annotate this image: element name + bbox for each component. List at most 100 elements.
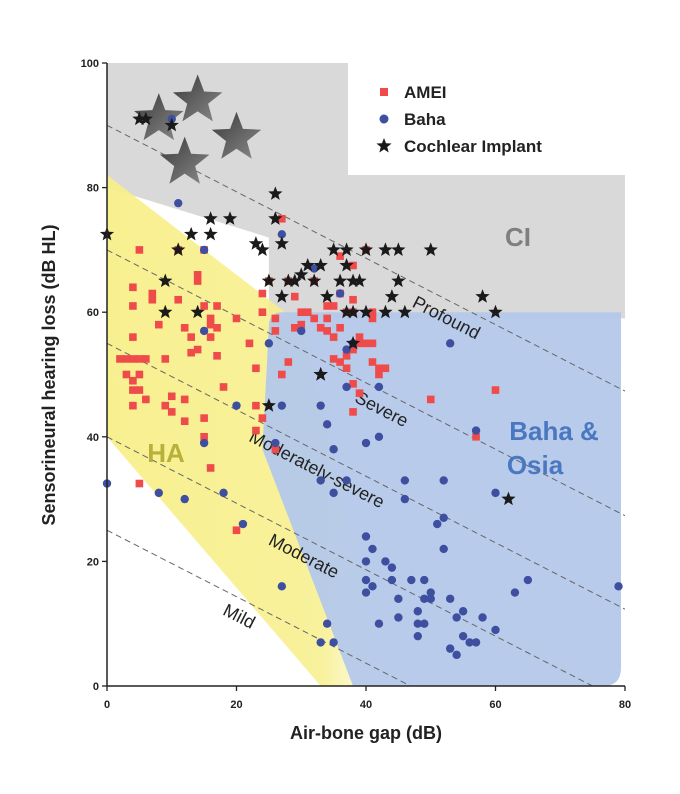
baha-marker xyxy=(458,607,468,616)
amei-marker xyxy=(336,358,344,366)
baha-marker xyxy=(277,230,287,239)
baha-marker xyxy=(387,575,397,585)
baha-marker xyxy=(426,594,435,603)
data-points xyxy=(99,111,623,660)
cochlear-implant-marker xyxy=(384,289,400,303)
amei-marker xyxy=(206,333,215,341)
legend-label: AMEI xyxy=(404,83,447,102)
severity-lines xyxy=(107,124,625,686)
cochlear-implant-marker xyxy=(274,236,289,250)
cochlear-implant-marker xyxy=(332,273,348,288)
amei-marker xyxy=(180,323,189,332)
baha-marker xyxy=(342,476,351,485)
amei-marker xyxy=(271,327,280,335)
cochlear-implant-marker xyxy=(501,491,516,506)
cochlear-implant-marker xyxy=(378,242,393,256)
cochlear-implant-marker xyxy=(391,242,406,256)
baha-marker xyxy=(297,326,306,336)
baha-marker xyxy=(329,488,338,498)
amei-marker xyxy=(129,401,137,410)
amei-marker xyxy=(187,333,195,341)
cochlear-implant-marker xyxy=(255,242,270,256)
amei-marker xyxy=(368,308,377,316)
amei-marker xyxy=(297,308,306,316)
baha-marker xyxy=(439,544,448,554)
baha-marker xyxy=(232,401,241,410)
baha-marker xyxy=(361,575,371,585)
baha-marker xyxy=(394,613,403,622)
legend-cochlear-implant-marker xyxy=(376,138,392,153)
amei-marker xyxy=(355,389,364,397)
baha-marker xyxy=(445,644,455,653)
cochlear-implant-marker xyxy=(352,273,367,288)
cochlear-implant-marker xyxy=(339,304,354,319)
amei-marker xyxy=(122,370,131,379)
cochlear-implant-marker xyxy=(203,226,218,241)
amei-marker xyxy=(355,333,364,341)
x-ticks: 0 20 40 60 80 xyxy=(104,686,631,711)
baha-marker xyxy=(478,613,487,622)
cochlear-implant-marker xyxy=(423,242,438,256)
severity-line xyxy=(107,342,625,610)
y-axis-title: Sensorineural hearing loss (dB HL) xyxy=(39,224,59,525)
x-tick-label: 60 xyxy=(489,699,501,711)
amei-marker xyxy=(129,386,137,394)
baha-marker xyxy=(271,438,280,448)
baha-marker xyxy=(316,401,325,410)
baha-marker xyxy=(199,245,209,255)
amei-marker xyxy=(148,289,157,298)
baha-marker xyxy=(452,613,461,622)
severity-line xyxy=(107,529,412,686)
cochlear-implant-marker xyxy=(190,304,205,319)
baha-marker xyxy=(342,345,351,354)
baha-marker xyxy=(322,420,332,429)
y-tick-label: 80 xyxy=(87,183,99,195)
amei-marker xyxy=(193,345,202,354)
amei-marker xyxy=(349,345,357,354)
amei-marker xyxy=(200,414,208,422)
legend-label: Cochlear Implant xyxy=(404,137,542,156)
baha-marker xyxy=(426,588,435,597)
baha-marker xyxy=(439,476,448,485)
baha-marker xyxy=(335,289,345,298)
amei-marker xyxy=(342,352,351,360)
amei-marker xyxy=(180,417,189,426)
severity-line xyxy=(107,249,625,517)
baha-marker xyxy=(458,631,468,641)
baha-marker xyxy=(374,619,384,628)
baha-marker xyxy=(523,575,533,585)
cochlear-implant-marker xyxy=(339,257,354,272)
baha-marker xyxy=(439,513,448,522)
baha-marker xyxy=(316,638,325,647)
baha-marker xyxy=(491,625,500,635)
cochlear-implant-marker xyxy=(391,273,406,288)
cochlear-implant-marker xyxy=(274,289,289,303)
baha-marker xyxy=(322,619,332,628)
cochlear-implant-marker xyxy=(248,236,264,250)
amei-marker xyxy=(129,376,137,385)
amei-marker xyxy=(284,358,293,366)
ci-region-label: CI xyxy=(505,222,531,252)
large-star-marker xyxy=(172,74,223,122)
amei-marker xyxy=(213,352,221,360)
baha-marker xyxy=(329,445,338,454)
amei-marker xyxy=(122,355,131,363)
amei-marker xyxy=(349,380,357,388)
amei-marker xyxy=(129,333,137,341)
amei-marker xyxy=(219,383,228,391)
amei-marker xyxy=(206,320,215,329)
baha-marker xyxy=(420,575,429,585)
baha-marker xyxy=(420,619,429,628)
baha-marker xyxy=(174,198,183,208)
amei-marker xyxy=(206,314,215,323)
baha-marker xyxy=(400,476,410,485)
cochlear-implant-marker xyxy=(378,304,393,319)
amei-marker xyxy=(329,355,338,363)
amei-marker xyxy=(142,395,150,404)
cochlear-implant-marker xyxy=(132,111,147,126)
baha-marker xyxy=(310,264,319,273)
baha-marker xyxy=(413,619,422,628)
cochlear-implant-marker xyxy=(203,211,218,225)
amei-marker xyxy=(310,314,318,323)
baha-marker xyxy=(510,588,520,597)
